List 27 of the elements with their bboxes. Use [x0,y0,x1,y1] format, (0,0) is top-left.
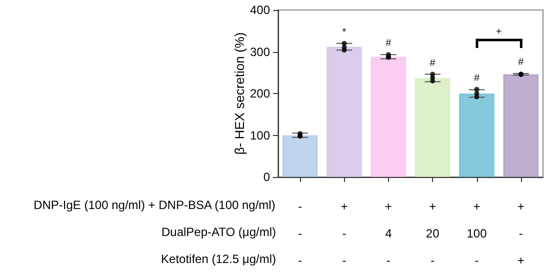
x-tick-label: + 4 - [384,200,392,268]
y-tick-label: 300 [250,44,270,59]
text: Ketotifen (12.5 μg/ml) [161,252,276,266]
y-tick-label: 100 [250,128,270,142]
text: DualPep-ATO (μg/ml) [162,225,276,239]
annotation: # [518,56,524,68]
annotation: * [342,26,346,38]
x-tick-label: + - - [340,200,348,268]
annotation: # [474,73,480,84]
y-tick-label: 0 [263,170,270,184]
bar [370,56,406,177]
bar [414,78,450,177]
y-axis-title: β- HEX secretion (%) [232,32,247,155]
text: DNP-IgE (100 ng/ml) + DNP-BSA (100 ng/ml) [34,198,276,212]
bar [326,46,362,177]
x-tick-label: + - + [517,200,524,268]
bar [282,135,318,177]
x-tick-label: + 100 - [466,200,488,268]
y-tick-label: 400 [250,3,270,17]
y-tick-label: 200 [250,86,270,100]
annotation: # [386,38,392,50]
bar [459,94,494,177]
x-tick-label: - - - [298,200,302,268]
annotation: # [430,58,436,69]
annotation: + [496,26,502,38]
x-tick-label: + 20 - [426,200,440,268]
bar [503,74,539,177]
